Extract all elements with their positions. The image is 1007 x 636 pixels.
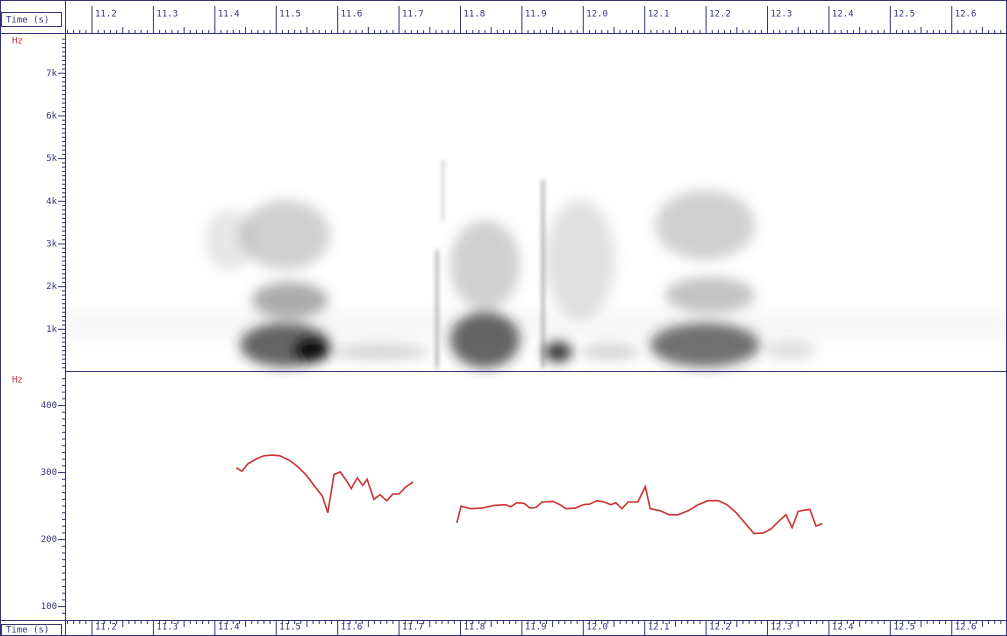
x-axis-label: Time (s)	[6, 626, 49, 636]
x-tick-label: 11.8	[463, 623, 485, 633]
x-tick-label: 12.5	[893, 623, 915, 633]
x-tick-label: 11.2	[95, 10, 117, 20]
x-tick-label: 11.5	[279, 10, 301, 20]
x-tick-label: 12.6	[955, 623, 977, 633]
y-tick-label: 5k	[46, 154, 57, 164]
y-tick-label: 100	[41, 602, 57, 612]
y-tick-label: 6k	[46, 111, 57, 121]
y-tick-label: 200	[41, 535, 57, 545]
x-tick-label: 12.1	[648, 623, 670, 633]
x-axis-label: Time (s)	[6, 16, 49, 26]
y-tick-label: 400	[41, 401, 57, 411]
x-tick-label: 12.0	[586, 623, 608, 633]
y-axis-label: Hz	[12, 376, 23, 386]
y-tick-label: 2k	[46, 282, 57, 292]
x-tick-label: 11.7	[402, 10, 424, 20]
praat-editor: Time (s) Time (s) Hz Hz 11.2 11.3 11.4 11.5…	[0, 0, 1007, 636]
x-tick-label: 12.2	[709, 10, 731, 20]
x-tick-label: 11.9	[525, 10, 547, 20]
x-tick-label: 11.5	[279, 623, 301, 633]
x-tick-label: 11.9	[525, 623, 547, 633]
x-tick-label: 12.3	[771, 10, 793, 20]
x-tick-label: 12.0	[586, 10, 608, 20]
x-tick-label: 11.2	[95, 623, 117, 633]
x-tick-label: 11.4	[218, 10, 240, 20]
x-tick-label: 11.8	[463, 10, 485, 20]
y-tick-label: 7k	[46, 69, 57, 79]
y-tick-label: 1k	[46, 325, 57, 335]
x-tick-label: 12.4	[832, 10, 854, 20]
x-tick-label: 12.1	[648, 10, 670, 20]
x-tick-label: 12.6	[955, 10, 977, 20]
x-tick-label: 12.3	[771, 623, 793, 633]
x-tick-label: 11.7	[402, 623, 424, 633]
y-tick-label: 300	[41, 468, 57, 478]
x-tick-label: 12.5	[893, 10, 915, 20]
y-axis-label: Hz	[12, 37, 23, 47]
x-tick-label: 12.4	[832, 623, 854, 633]
y-tick-label: 4k	[46, 197, 57, 207]
y-tick-label: 3k	[46, 239, 57, 249]
x-tick-label: 12.2	[709, 623, 731, 633]
x-tick-label: 11.4	[218, 623, 240, 633]
x-tick-label: 11.3	[156, 10, 178, 20]
x-tick-label: 11.3	[156, 623, 178, 633]
x-tick-label: 11.6	[341, 10, 363, 20]
page: Time (s) Time (s) Hz Hz 11.2 11.3 11.4 11.5…	[0, 0, 1007, 636]
x-tick-label: 11.6	[341, 623, 363, 633]
